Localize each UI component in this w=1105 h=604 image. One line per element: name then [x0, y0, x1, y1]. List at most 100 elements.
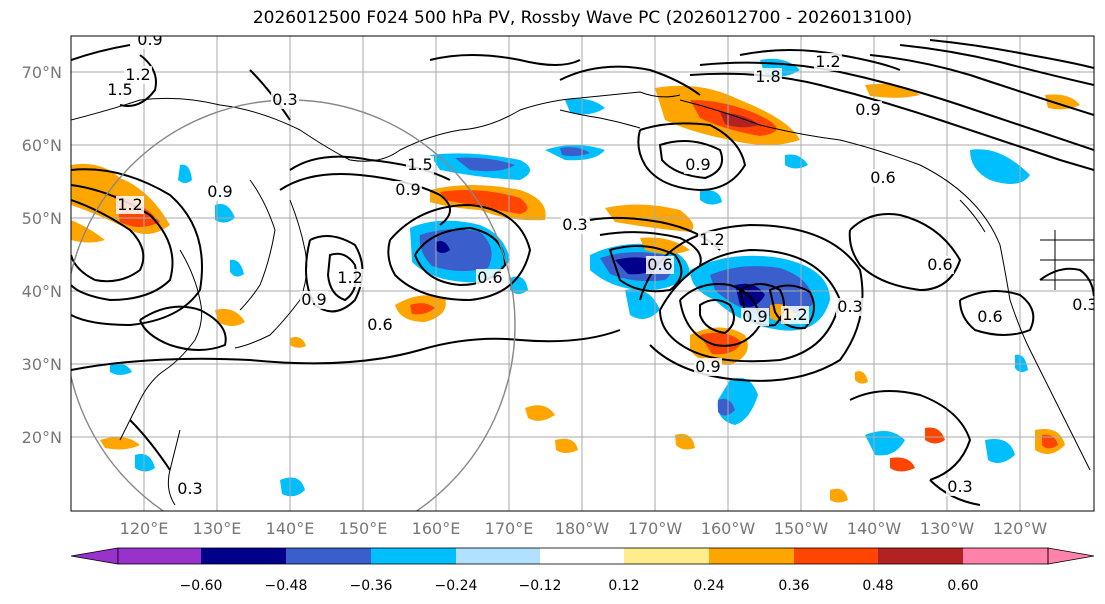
contour-label: 0.9 — [207, 182, 232, 201]
latitude-labels: 70°N 60°N 50°N 40°N 30°N 20°N — [22, 63, 62, 447]
lon-label: 170°W — [628, 519, 683, 538]
colorbar-tick-label: 0.60 — [947, 578, 978, 594]
colorbar-extend-high — [1047, 547, 1095, 565]
contour-label-bg — [646, 256, 674, 274]
lon-label: 180°W — [555, 519, 610, 538]
lat-label: 70°N — [22, 63, 62, 82]
longitude-labels: 120°E 130°E 140°E 150°E 160°E 170°E 180°… — [120, 519, 1048, 538]
colorbar-swatch — [878, 548, 963, 564]
contour-label-bg — [561, 216, 589, 234]
lon-label: 170°E — [485, 519, 534, 538]
lon-label: 160°W — [701, 519, 756, 538]
contour-label: 0.3 — [177, 479, 202, 498]
contour-label: 0.9 — [695, 357, 720, 376]
contour-label-bg — [300, 291, 328, 309]
contour-label: 1.2 — [815, 52, 840, 71]
contour-label-bg — [976, 308, 1004, 326]
lat-label: 40°N — [22, 282, 62, 301]
colorbar-tick-label: 0.12 — [608, 578, 639, 594]
contour-label: 0.9 — [395, 180, 420, 199]
contour-label: 0.3 — [272, 90, 297, 109]
colorbar-swatch — [456, 548, 540, 564]
colorbar-swatch — [201, 548, 286, 564]
contour-label-bg — [136, 36, 164, 49]
contour-label: 0.6 — [367, 315, 392, 334]
contour-label-bg — [869, 169, 897, 187]
colorbar-swatch — [963, 548, 1048, 564]
contour-label: 0.3 — [1072, 295, 1097, 314]
contour-label-bg — [926, 256, 954, 274]
lon-label: 150°E — [339, 519, 388, 538]
contour-label: 0.6 — [477, 268, 502, 287]
colorbar-tick-label: 0.36 — [778, 578, 809, 594]
contour-label-bg — [781, 306, 809, 324]
contour-label: 0.6 — [927, 255, 952, 274]
contour-label: 0.9 — [742, 307, 767, 326]
colorbar-swatch — [118, 548, 201, 564]
contour-label-bg — [854, 101, 882, 119]
colorbar-tick-label: 0.48 — [862, 578, 893, 594]
contour-label-bg — [694, 358, 722, 376]
lon-label: 130°W — [920, 519, 975, 538]
lon-label: 150°W — [774, 519, 829, 538]
contour-labels: 0.91.21.51.20.30.91.50.90.61.20.90.60.31… — [106, 30, 1097, 498]
contour-label-bg — [476, 269, 504, 287]
lat-label: 50°N — [22, 209, 62, 228]
contour-label: 0.6 — [870, 168, 895, 187]
contour-label-bg — [406, 156, 434, 174]
contour-label-bg — [754, 68, 782, 86]
contour-label: 0.6 — [647, 255, 672, 274]
contour-label-bg — [366, 316, 394, 334]
contour-label-bg — [1071, 296, 1094, 314]
lat-label: 20°N — [22, 428, 62, 447]
contour-label: 1.5 — [407, 155, 432, 174]
contour-label-bg — [741, 308, 769, 326]
lon-label: 160°E — [412, 519, 461, 538]
colorbar-tick-label: −0.48 — [265, 578, 308, 594]
contour-label: 1.8 — [755, 67, 780, 86]
contour-label-bg — [814, 53, 842, 71]
map-title: 2026012500 F024 500 hPa PV, Rossby Wave … — [252, 8, 913, 28]
contour-label-bg — [698, 231, 726, 249]
colorbar-tick-labels: −0.60 −0.48 −0.36 −0.24 −0.12 0.12 0.24 … — [180, 578, 979, 594]
contour-label: 0.9 — [855, 100, 880, 119]
map-frame — [70, 35, 1095, 512]
contour-label: 1.2 — [699, 230, 724, 249]
contour-label-bg — [106, 81, 134, 99]
contour-label-bg — [836, 298, 864, 316]
colorbar-tick-label: −0.24 — [435, 578, 478, 594]
contour-label: 0.9 — [685, 155, 710, 174]
colorbar-swatch — [371, 548, 456, 564]
lon-label: 120°W — [993, 519, 1048, 538]
coastlines — [71, 91, 1094, 506]
contour-label: 1.2 — [117, 195, 142, 214]
contour-label-bg — [176, 480, 204, 498]
contour-label-bg — [124, 66, 152, 84]
colorbar-extend-low — [70, 547, 119, 565]
contour-label: 0.9 — [137, 30, 162, 49]
lat-label: 60°N — [22, 136, 62, 155]
colorbar-tick-label: −0.12 — [519, 578, 562, 594]
lon-label: 140°E — [266, 519, 315, 538]
lon-label: 120°E — [120, 519, 169, 538]
contour-label: 0.3 — [947, 477, 972, 496]
colorbar-swatch — [286, 548, 371, 564]
contour-label: 0.6 — [977, 307, 1002, 326]
colorbar-swatches — [70, 547, 1095, 565]
contour-label-bg — [394, 181, 422, 199]
colorbar: −0.60 −0.48 −0.36 −0.24 −0.12 0.12 0.24 … — [70, 547, 1095, 594]
contour-label: 0.3 — [562, 215, 587, 234]
contour-label-bg — [336, 269, 364, 287]
contour-label-bg — [684, 156, 712, 174]
contour-label: 1.2 — [337, 268, 362, 287]
contour-label: 0.9 — [301, 290, 326, 309]
contour-label-bg — [946, 478, 974, 496]
contour-label: 0.3 — [837, 297, 862, 316]
contour-label-bg — [206, 183, 234, 201]
colorbar-swatch — [624, 548, 709, 564]
colorbar-frame — [117, 547, 1049, 565]
contour-label-bg — [271, 91, 299, 109]
lat-label: 30°N — [22, 355, 62, 374]
colorbar-tick-label: −0.60 — [180, 578, 223, 594]
